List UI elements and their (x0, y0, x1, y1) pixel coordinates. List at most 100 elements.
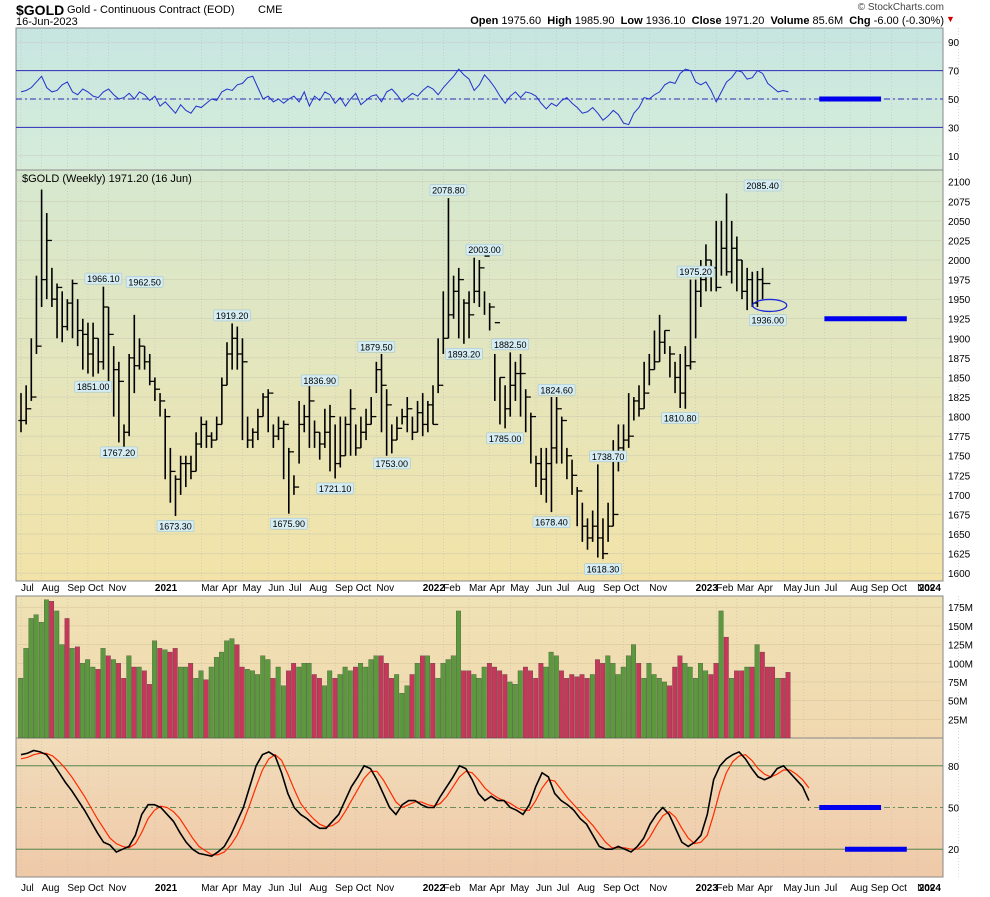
volume-bar (183, 666, 188, 739)
price-annotation-label: 1936.00 (751, 316, 784, 326)
x-tick-label: Jul (824, 583, 837, 594)
price-panel (15, 169, 944, 582)
price-annotation-box (743, 179, 782, 192)
price-annotation-box (357, 341, 396, 353)
chart-date: 16-Jun-2023 (16, 16, 78, 28)
volume-bar (188, 663, 194, 739)
price-annotation-box (373, 457, 411, 470)
volume-bar (440, 663, 446, 739)
volume-bar (610, 663, 616, 739)
volume-bar (780, 678, 786, 739)
volume-bar (471, 674, 477, 739)
menu-triangle-icon[interactable]: ▼ (946, 14, 955, 24)
x-tick-label: Jun (268, 883, 284, 894)
x-tick-label: Aug (42, 583, 60, 594)
low-value: 1936.10 (645, 15, 686, 27)
price-tick-label: 1700 (948, 491, 971, 502)
volume-tick-label: 50M (948, 697, 967, 708)
volume-bar (512, 684, 518, 739)
volume-bar (332, 678, 338, 739)
x-tick-label: Aug (577, 583, 595, 594)
volume-bar (162, 649, 168, 739)
price-annotation-box (100, 446, 138, 459)
x-tick-label: Jul (824, 883, 837, 894)
volume-bar (651, 674, 657, 739)
volume-bar (754, 644, 760, 739)
volume-bar (316, 678, 322, 739)
volume-bar (502, 674, 508, 739)
volume-bar (739, 670, 745, 739)
volume-tick-label: 175M (948, 603, 973, 614)
volume-bar (775, 678, 781, 739)
x-tick-label: Jun (536, 583, 552, 594)
volume-bar (698, 663, 703, 739)
volume-bar (286, 670, 291, 739)
volume-bar (177, 666, 183, 739)
volume-bar (311, 674, 317, 739)
price-tick-label: 1625 (948, 550, 971, 561)
rsi-series-line (20, 68, 789, 126)
volume-bar (383, 663, 389, 739)
volume-bar (33, 614, 39, 739)
x-tick-label: May (242, 883, 261, 894)
volume-bar (28, 618, 34, 739)
x-tick-label: 2022 (423, 883, 446, 894)
price-annotation-box (532, 516, 571, 528)
price-tick-label: 1900 (948, 334, 971, 345)
price-annotation-box (84, 272, 123, 285)
volume-bar (322, 685, 327, 739)
x-tick-label: 2024 (919, 883, 942, 894)
price-tick-label: 1750 (948, 452, 971, 463)
rsi-tick-label: 70 (948, 67, 960, 78)
volume-bar (54, 610, 60, 739)
price-annotation-label: 1879.50 (360, 342, 393, 352)
volume-bar (265, 659, 271, 739)
volume-bar (528, 670, 533, 739)
volume-bar (692, 678, 698, 739)
volume-bar (74, 646, 80, 739)
x-tick-label: Nov (917, 583, 935, 594)
volume-bar (280, 685, 286, 739)
price-annotation-box (213, 309, 251, 322)
volume-bar (656, 678, 662, 739)
exchange: CME (258, 4, 283, 16)
x-tick-label: Jun (536, 883, 552, 894)
x-tick-label: Nov (649, 583, 667, 594)
volume-bar (672, 666, 678, 739)
volume-bar (368, 659, 374, 739)
volume-bar (533, 678, 539, 739)
x-tick-label: Mar (737, 583, 755, 594)
volume-bar (193, 678, 199, 739)
volume-bar (59, 644, 65, 739)
rsi-tick-label: 90 (948, 38, 960, 49)
x-tick-label: Mar (201, 883, 219, 894)
volume-bar (728, 678, 734, 739)
price-annotation-label: 1893.20 (448, 349, 481, 359)
high-value: 1985.90 (574, 15, 615, 27)
volume-bar (749, 666, 755, 739)
price-annotation-label: 1824.60 (540, 385, 573, 395)
price-annotation-label: 1975.20 (679, 267, 712, 277)
x-tick-label: Apr (222, 583, 238, 594)
price-tick-label: 2000 (948, 256, 971, 267)
x-tick-label: Oct (624, 583, 640, 594)
price-annotation-label: 2085.40 (746, 181, 779, 191)
x-tick-label: 2021 (155, 583, 178, 594)
price-tick-label: 2075 (948, 197, 971, 208)
volume-bar (157, 648, 163, 739)
volume-bar (219, 651, 224, 739)
volume-bar (95, 669, 101, 739)
price-annotation-label: 1767.20 (103, 448, 136, 458)
x-tick-label: Mar (469, 883, 487, 894)
volume-bar (409, 674, 415, 739)
volume-bar (569, 674, 575, 739)
volume-bar (414, 663, 420, 739)
stochastic-k-line (20, 749, 810, 858)
x-tick-label: Sep (335, 583, 353, 594)
x-tick-label: May (242, 583, 261, 594)
volume-bar (18, 678, 24, 739)
volume-bar (667, 685, 673, 739)
x-tick-label: Jun (804, 583, 820, 594)
rsi-tick-label: 10 (948, 152, 960, 163)
